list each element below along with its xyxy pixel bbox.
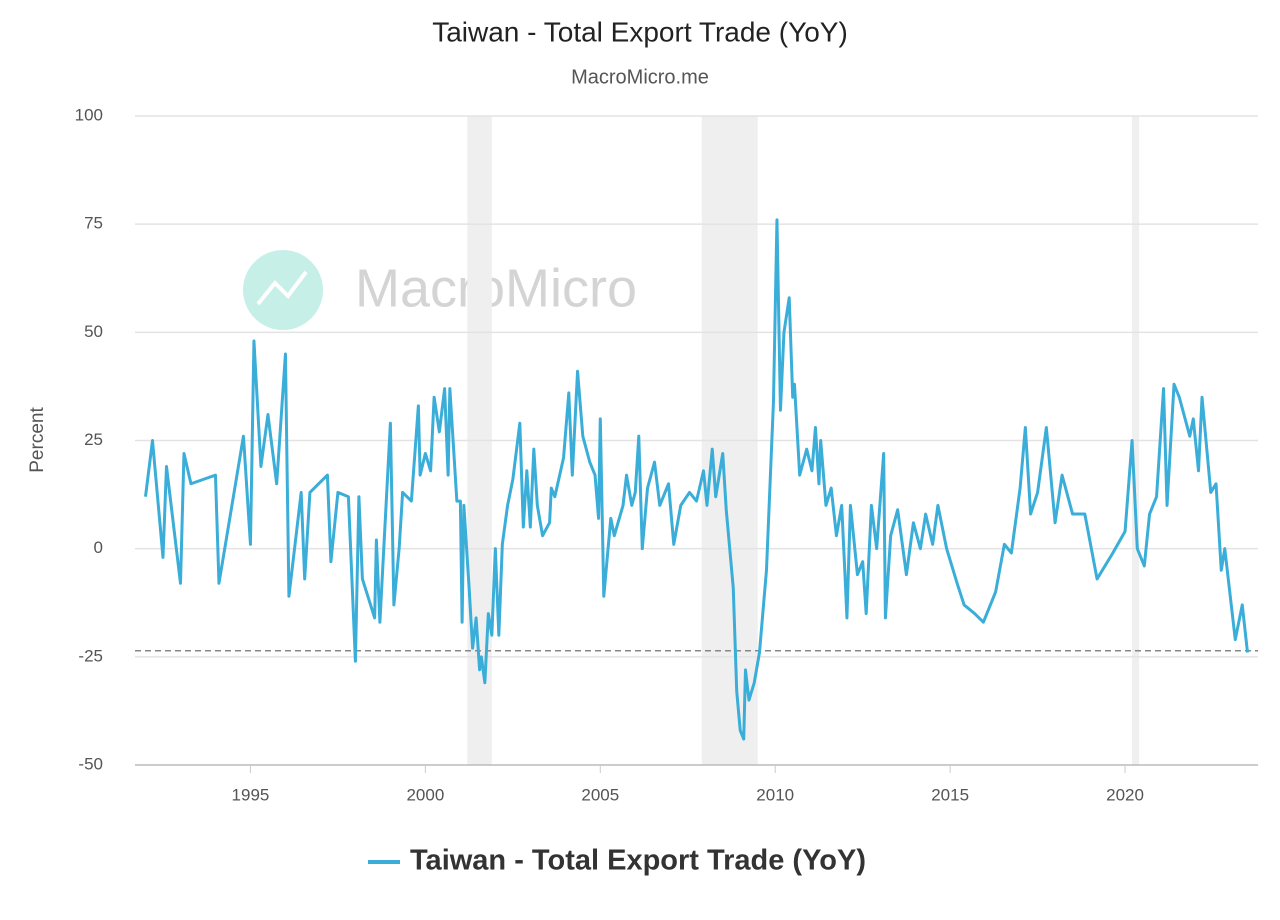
x-tick-label: 1995 <box>232 785 270 804</box>
x-tick-label: 2000 <box>406 785 444 804</box>
y-tick-label: 25 <box>84 430 103 449</box>
chart-subtitle: MacroMicro.me <box>571 66 709 88</box>
x-tick-label: 2005 <box>581 785 619 804</box>
x-tick-label: 2015 <box>931 785 969 804</box>
x-tick-label: 2010 <box>756 785 794 804</box>
legend-label: Taiwan - Total Export Trade (YoY) <box>410 845 866 877</box>
y-tick-label: 0 <box>94 538 103 557</box>
watermark: MacroMicro <box>243 250 637 330</box>
y-tick-label: -25 <box>78 646 103 665</box>
legend: Taiwan - Total Export Trade (YoY) <box>368 845 866 877</box>
chart-title: Taiwan - Total Export Trade (YoY) <box>432 16 848 47</box>
y-tick-label: -50 <box>78 754 103 773</box>
x-tick-label: 2020 <box>1106 785 1144 804</box>
y-axis-title: Percent <box>27 407 48 473</box>
y-tick-label: 100 <box>75 105 103 124</box>
watermark-text: MacroMicro <box>355 258 637 318</box>
y-tick-label: 50 <box>84 322 103 341</box>
watermark-icon <box>256 270 308 306</box>
y-tick-label: 75 <box>84 214 103 233</box>
series-line <box>144 218 1249 741</box>
